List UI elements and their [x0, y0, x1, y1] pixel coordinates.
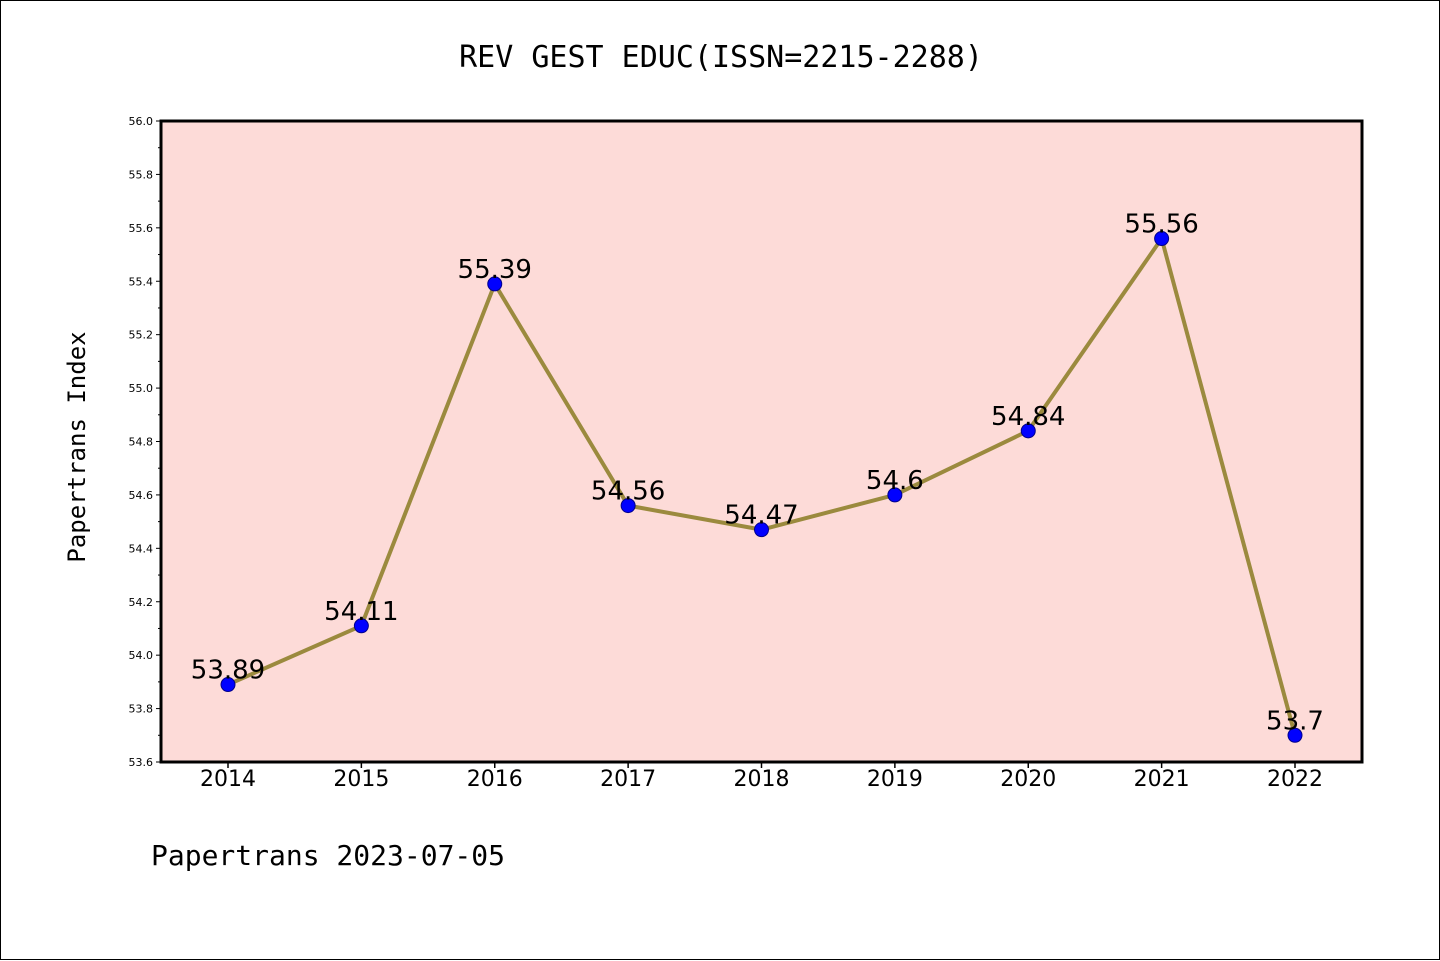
- y-tick-label: 54.0: [129, 649, 154, 662]
- y-tick-label: 54.4: [129, 542, 154, 555]
- series-markers-group: [220, 231, 1303, 743]
- y-tick-label: 54.6: [129, 489, 154, 502]
- x-tick-label: 2016: [467, 767, 523, 792]
- y-tick-label: 54.8: [129, 436, 154, 449]
- x-tick-label: 2022: [1267, 767, 1323, 792]
- x-tick-label: 2020: [1000, 767, 1056, 792]
- data-point-marker: [887, 487, 903, 503]
- data-label: 54.56: [591, 477, 665, 507]
- data-point-marker: [353, 618, 369, 634]
- y-tick-label: 55.4: [129, 275, 154, 288]
- data-point-marker: [487, 276, 503, 292]
- y-tick-label: 55.8: [129, 168, 154, 181]
- data-label: 54.11: [324, 597, 398, 627]
- x-tick-label: 2014: [200, 767, 256, 792]
- y-axis: 53.6 53.8 54.0 54.2 54.4 54.6 54.8 55.0 55.2 55.4…: [129, 115, 161, 769]
- data-point-marker: [1020, 423, 1036, 439]
- data-label: 54.47: [724, 501, 798, 531]
- y-tick-label: 55.0: [129, 382, 154, 395]
- data-label: 53.7: [1266, 706, 1324, 736]
- data-label: 53.89: [191, 656, 265, 686]
- x-tick-label: 2019: [867, 767, 923, 792]
- data-label: 54.84: [991, 402, 1065, 432]
- data-point-marker: [1287, 727, 1303, 743]
- x-tick-label: 2017: [600, 767, 656, 792]
- data-labels-group: 53.89 54.11 55.39 54.56 54.47 54.6 54.84 55.56 5…: [191, 210, 1324, 737]
- x-axis: 2014 2015 2016 2017 2018 2019 2020 2021 2022: [200, 762, 1323, 792]
- y-tick-label: 53.8: [129, 703, 154, 716]
- x-tick-label: 2015: [333, 767, 389, 792]
- y-axis-label: Papertrans Index: [63, 331, 91, 562]
- y-tick-label: 56.0: [129, 115, 154, 128]
- chart-title: REV GEST EDUC(ISSN=2215-2288): [459, 40, 983, 75]
- x-tick-label: 2018: [734, 767, 790, 792]
- data-point-marker: [754, 522, 769, 538]
- data-point-marker: [220, 677, 236, 693]
- plot-area: [159, 119, 1364, 764]
- data-label: 55.39: [458, 255, 532, 285]
- y-tick-label: 55.6: [129, 222, 154, 235]
- data-label: 55.56: [1124, 210, 1198, 240]
- footer-text: Papertrans 2023-07-05: [151, 839, 505, 872]
- data-point-marker: [1154, 231, 1170, 247]
- data-label: 54.6: [866, 466, 924, 496]
- y-tick-label: 54.2: [129, 596, 154, 609]
- x-tick-label: 2021: [1134, 767, 1190, 792]
- y-tick-label: 55.2: [129, 329, 154, 342]
- data-point-marker: [620, 498, 636, 514]
- y-tick-label: 53.6: [129, 756, 154, 769]
